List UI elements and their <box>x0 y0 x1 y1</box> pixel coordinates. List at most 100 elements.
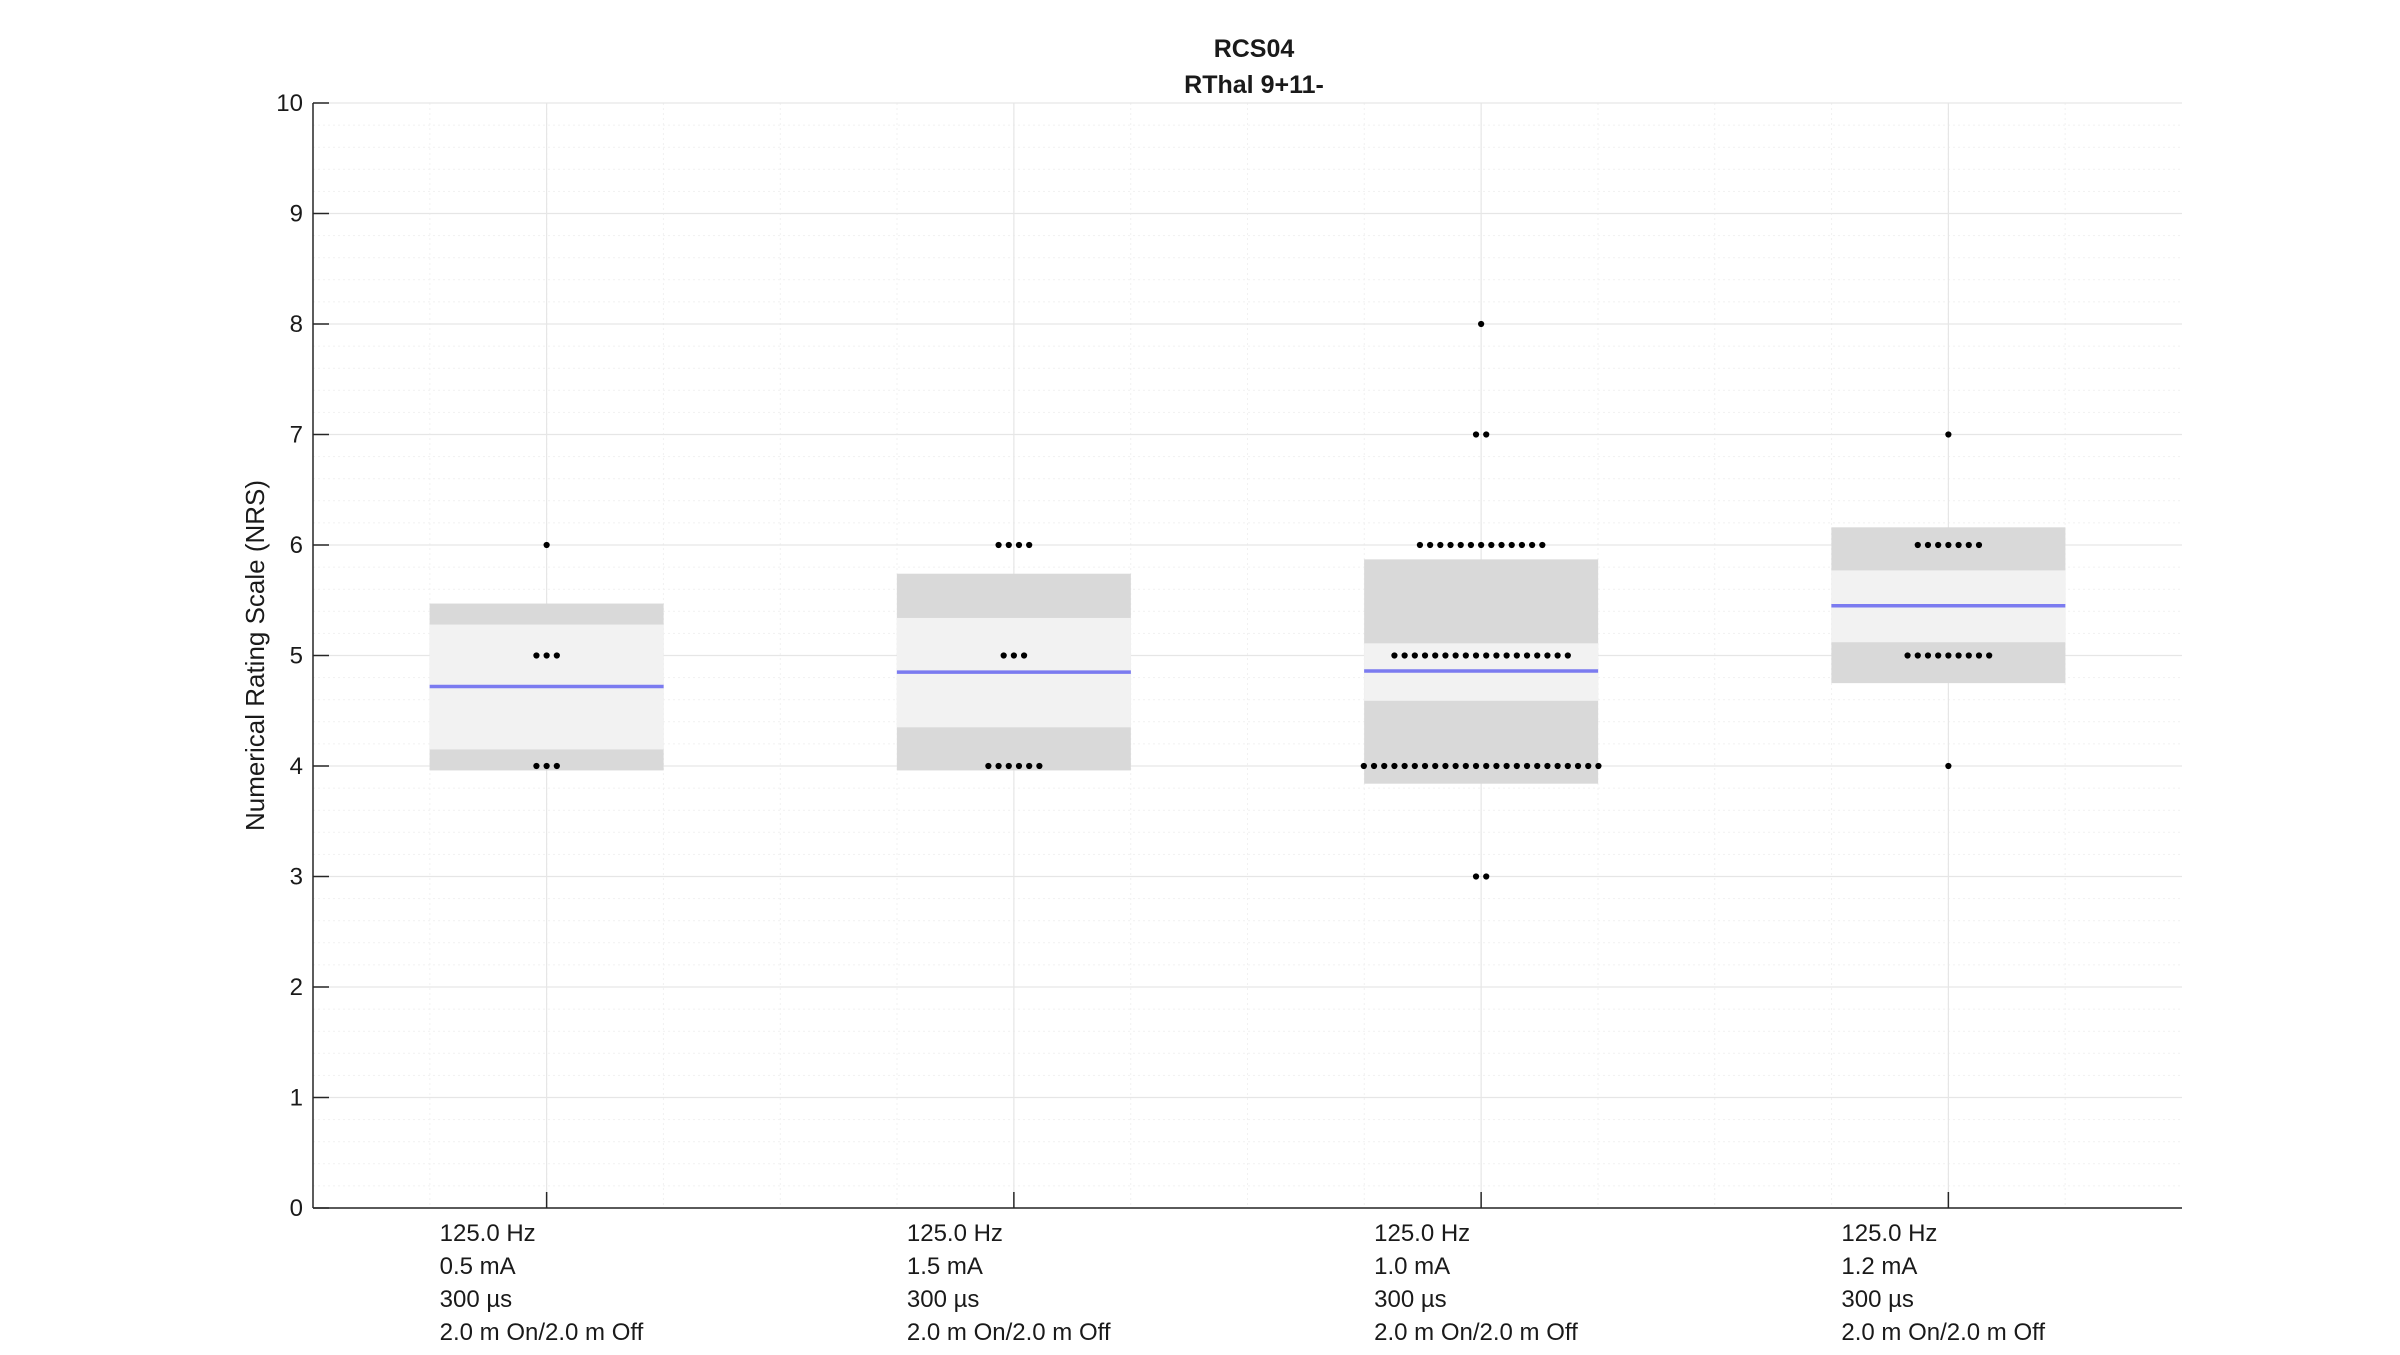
data-point <box>1005 541 1012 549</box>
data-point <box>1467 541 1475 549</box>
data-point <box>1508 541 1515 549</box>
x-tick-label: 2.0 m On/2.0 m Off <box>440 1319 644 1346</box>
data-point <box>1564 652 1571 659</box>
y-tick-label: 8 <box>290 311 303 338</box>
data-point <box>1478 541 1485 549</box>
x-tick-label: 300 µs <box>1374 1286 1447 1313</box>
chart-subtitle: RThal 9+11- <box>1184 71 1324 99</box>
data-point <box>1945 652 1952 659</box>
data-point <box>1442 652 1449 659</box>
data-point <box>1026 541 1033 549</box>
y-tick-label: 6 <box>290 532 303 559</box>
data-point <box>553 762 560 770</box>
data-point <box>1421 652 1429 659</box>
chart-title: RCS04 <box>1214 35 1295 63</box>
data-point <box>1411 762 1418 770</box>
data-point <box>1914 541 1921 549</box>
x-tick-label: 300 µs <box>440 1286 513 1313</box>
data-point <box>1370 762 1378 770</box>
data-point <box>995 541 1002 549</box>
data-point <box>1513 652 1520 659</box>
data-point <box>1483 762 1490 770</box>
data-point <box>1015 762 1023 770</box>
axes-layer <box>312 102 2182 1209</box>
data-point <box>1955 652 1962 659</box>
data-point <box>995 762 1002 770</box>
y-tick-label: 5 <box>290 643 303 670</box>
data-point <box>1472 762 1480 770</box>
data-point <box>1534 652 1541 659</box>
data-point <box>1554 652 1561 659</box>
y-tick-label: 4 <box>290 753 303 780</box>
data-point <box>1462 762 1469 770</box>
data-point <box>543 541 550 549</box>
labels-layer: 0 1 2 3 4 5 6 7 8 9 10 125.0 Hz 0.5 mA 300 µs 2.0 m On… <box>276 90 2045 1346</box>
data-point <box>1000 652 1007 659</box>
data-point <box>1914 652 1921 659</box>
data-point <box>1975 652 1983 659</box>
data-point <box>1472 652 1480 659</box>
data-point <box>1523 652 1531 659</box>
x-tick-label: 0.5 mA <box>440 1253 516 1280</box>
data-point <box>1498 541 1505 549</box>
data-point <box>1935 652 1942 659</box>
data-point <box>1411 652 1418 659</box>
data-point <box>1437 541 1444 549</box>
data-point <box>1904 652 1911 659</box>
data-point <box>985 762 992 770</box>
data-point <box>1391 652 1398 659</box>
data-point <box>1483 652 1490 659</box>
x-tick-label: 300 µs <box>1841 1286 1914 1313</box>
data-point <box>1447 541 1454 549</box>
data-point <box>1452 652 1459 659</box>
data-point <box>1488 541 1495 549</box>
points-layer <box>533 320 1993 880</box>
data-point <box>1483 873 1490 880</box>
data-point <box>1478 320 1485 328</box>
data-point <box>1503 652 1510 659</box>
x-tick-label: 1.2 mA <box>1841 1253 1917 1280</box>
data-point <box>1432 652 1439 659</box>
data-point <box>1421 762 1429 770</box>
y-axis-label: Numerical Rating Scale (NRS) <box>240 480 270 831</box>
data-point <box>1945 762 1952 770</box>
data-point <box>1452 762 1459 770</box>
data-point <box>1432 762 1439 770</box>
data-point <box>1945 541 1952 549</box>
data-point <box>1529 541 1536 549</box>
y-tick-label: 10 <box>276 90 303 117</box>
x-tick-label: 1.5 mA <box>907 1253 983 1280</box>
data-point <box>1585 762 1592 770</box>
data-point <box>1026 762 1033 770</box>
x-tick-label: 2.0 m On/2.0 m Off <box>1374 1319 1578 1346</box>
data-point <box>1005 762 1012 770</box>
data-point <box>1381 762 1388 770</box>
data-point <box>1564 762 1571 770</box>
data-point <box>1472 431 1480 438</box>
data-point <box>1924 541 1932 549</box>
data-point <box>1457 541 1464 549</box>
data-point <box>1534 762 1541 770</box>
data-point <box>1360 762 1367 770</box>
x-tick-label: 2.0 m On/2.0 m Off <box>1841 1319 2045 1346</box>
data-point <box>553 652 560 659</box>
data-point <box>1036 762 1043 770</box>
data-point <box>533 652 540 659</box>
data-point <box>543 762 550 770</box>
data-point <box>1020 652 1028 659</box>
x-tick-label: 125.0 Hz <box>907 1220 1003 1247</box>
data-point <box>1945 431 1952 438</box>
y-tick-label: 3 <box>290 864 303 891</box>
y-tick-label: 0 <box>290 1195 303 1222</box>
x-tick-label: 2.0 m On/2.0 m Off <box>907 1319 1111 1346</box>
data-point <box>1015 541 1023 549</box>
data-point <box>1472 873 1480 880</box>
data-point <box>1544 652 1551 659</box>
x-tick-label: 125.0 Hz <box>1374 1220 1470 1247</box>
y-tick-label: 7 <box>290 422 303 449</box>
data-point <box>1493 762 1500 770</box>
data-point <box>1523 762 1531 770</box>
data-point <box>1493 652 1500 659</box>
data-point <box>1427 541 1434 549</box>
